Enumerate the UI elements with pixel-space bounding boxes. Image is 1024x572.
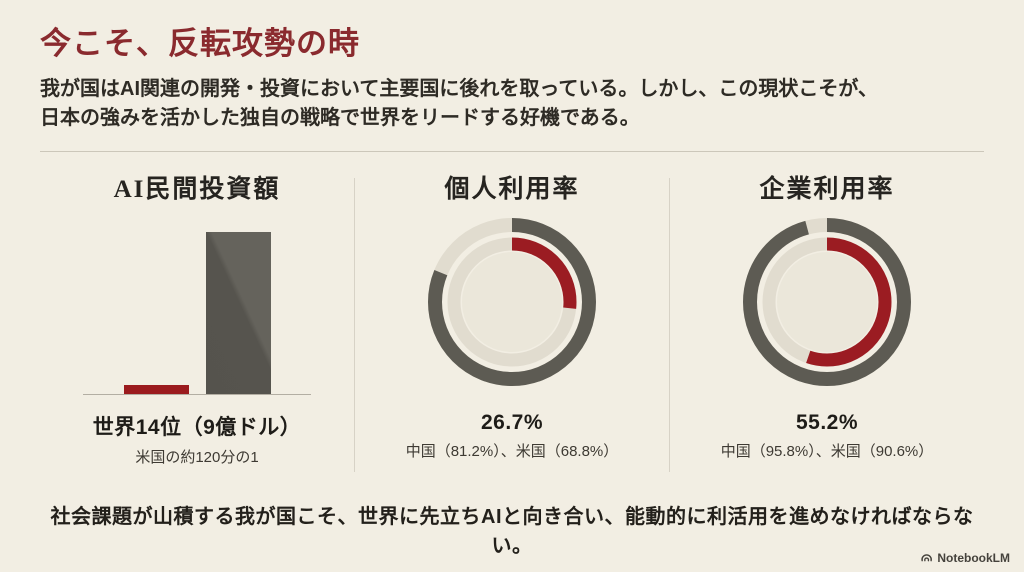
bar-us (205, 231, 271, 394)
panel-value: 世界14位（9億ドル） (92, 415, 302, 439)
bar-japan (123, 384, 189, 394)
panel-title: 企業利用率 (759, 175, 895, 203)
subtitle-line-2: 日本の強みを活かした独自の戦略で世界をリードする好機である。 (40, 106, 640, 129)
horizontal-divider (40, 150, 984, 152)
panel-enterprise-usage: 企業利用率 55.2% 中国（95.8%）、米国（90.6%） (670, 174, 984, 474)
bar-chart (83, 223, 311, 395)
donut-chart-enterprise (743, 217, 911, 386)
panel-title: 個人利用率 (444, 175, 580, 203)
watermark-label: NotebookLM (937, 551, 1010, 565)
bar-chart-area (83, 209, 311, 395)
notebooklm-watermark: NotebookLM (920, 551, 1010, 565)
panel-ai-investment: AI民間投資額 世界14位（9億ドル） 米国の約120分の1 (40, 174, 354, 474)
panel-value: 26.7% (480, 410, 544, 434)
donut-chart-personal (428, 217, 596, 386)
slide-subtitle: 我が国はAI関連の開発・投資において主要国に後れを取っている。しかし、この現状こ… (40, 75, 984, 133)
slide-title: 今こそ、反転攻勢の時 (40, 26, 360, 61)
donut-chart-area (741, 209, 913, 395)
panels-row: AI民間投資額 世界14位（9億ドル） 米国の約120分の1 個人利用率 (40, 174, 984, 474)
vertical-divider (669, 177, 670, 472)
vertical-divider (354, 177, 355, 472)
panel-personal-usage: 個人利用率 26.7% 中国（81.2%）、米国（68.8%） (355, 174, 669, 474)
donut-chart-area (426, 209, 598, 395)
footer-statement: 社会課題が山積する我が国こそ、世界に先立ちAIと向き合い、能動的に利活用を進めな… (50, 505, 974, 557)
panel-value: 55.2% (795, 410, 859, 434)
panel-note: 中国（81.2%）、米国（68.8%） (405, 442, 619, 460)
notebooklm-icon (921, 553, 933, 561)
subtitle-line-1: 我が国はAI関連の開発・投資において主要国に後れを取っている。しかし、この現状こ… (40, 77, 878, 100)
panel-note: 米国の約120分の1 (135, 448, 259, 466)
panel-title: AI民間投資額 (113, 175, 281, 203)
panel-note: 中国（95.8%）、米国（90.6%） (720, 442, 934, 460)
